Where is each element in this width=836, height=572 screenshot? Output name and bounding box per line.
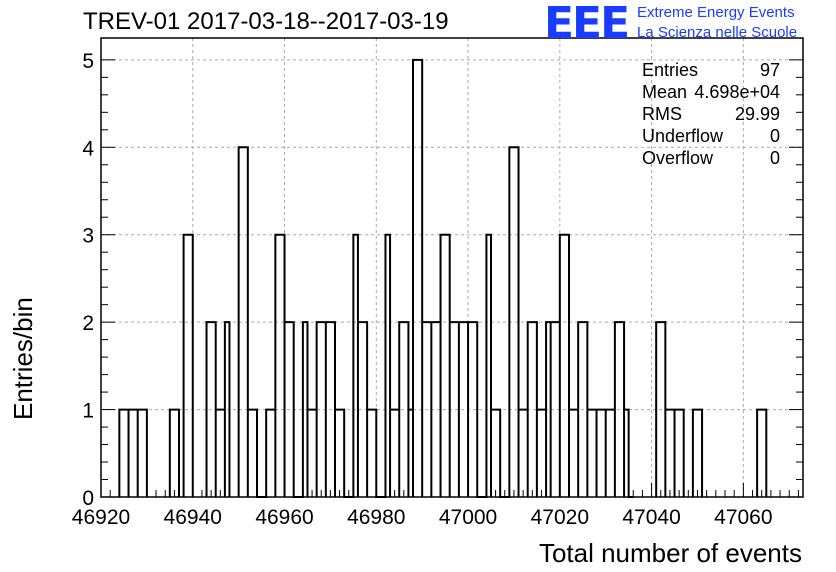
- x-tick-label: 46980: [347, 506, 405, 529]
- plot-frame: [100, 37, 804, 498]
- y-tick-label: 3: [82, 225, 94, 248]
- logo-line-1: Extreme Energy Events: [637, 4, 795, 21]
- stats-row-entries: Entries 97: [642, 59, 780, 81]
- x-tick-label: 47060: [714, 506, 772, 529]
- stats-value: 29.99: [734, 104, 780, 124]
- histogram-outline: [118, 58, 768, 498]
- stats-row-underflow: Underflow 0: [642, 125, 780, 147]
- stats-value: 97: [759, 60, 780, 80]
- stats-label: RMS: [642, 104, 682, 124]
- logo-caption: Extreme Energy Events La Scienza nelle S…: [637, 3, 797, 43]
- stats-label: Entries: [642, 60, 699, 80]
- y-tick-label: 2: [82, 312, 94, 335]
- stats-label: Mean: [642, 82, 688, 102]
- x-axis-label: Total number of events: [538, 538, 802, 568]
- axis-ticks: [100, 59, 803, 498]
- x-tick-label: 47020: [531, 506, 589, 529]
- y-tick-label: 4: [82, 137, 94, 160]
- x-tick-label: 46920: [72, 506, 130, 529]
- tick-labels: 46920 46940 46960 46980 47000 47020 47040 47060…: [72, 50, 773, 529]
- x-tick-label: 46960: [255, 506, 313, 529]
- stats-value: 0: [769, 148, 780, 168]
- stats-row-mean: Mean 4.698e+04: [642, 81, 780, 103]
- x-tick-label: 47040: [622, 506, 680, 529]
- y-tick-label: 5: [82, 50, 94, 73]
- stats-label: Underflow: [642, 126, 724, 146]
- x-tick-label: 46940: [164, 506, 222, 529]
- stats-label: Overflow: [642, 148, 714, 168]
- y-tick-label: 0: [82, 487, 94, 510]
- histogram-bars: [118, 58, 768, 498]
- stats-row-rms: RMS 29.99: [642, 103, 780, 125]
- stats-value: 0: [769, 126, 780, 146]
- logo-line-2: La Scienza nelle Scuole: [637, 24, 798, 41]
- chart-title: TREV-01 2017-03-18--2017-03-19: [83, 8, 449, 35]
- x-tick-label: 47000: [439, 506, 497, 529]
- stats-box: Entries 97 Mean 4.698e+04 RMS 29.99 Unde…: [642, 59, 780, 169]
- stats-row-overflow: Overflow 0: [642, 147, 780, 169]
- stats-value: 4.698e+04: [694, 82, 780, 102]
- y-tick-label: 1: [82, 400, 94, 423]
- y-axis-label: Entries/bin: [8, 297, 38, 420]
- eee-logo: EEE: [544, 0, 630, 49]
